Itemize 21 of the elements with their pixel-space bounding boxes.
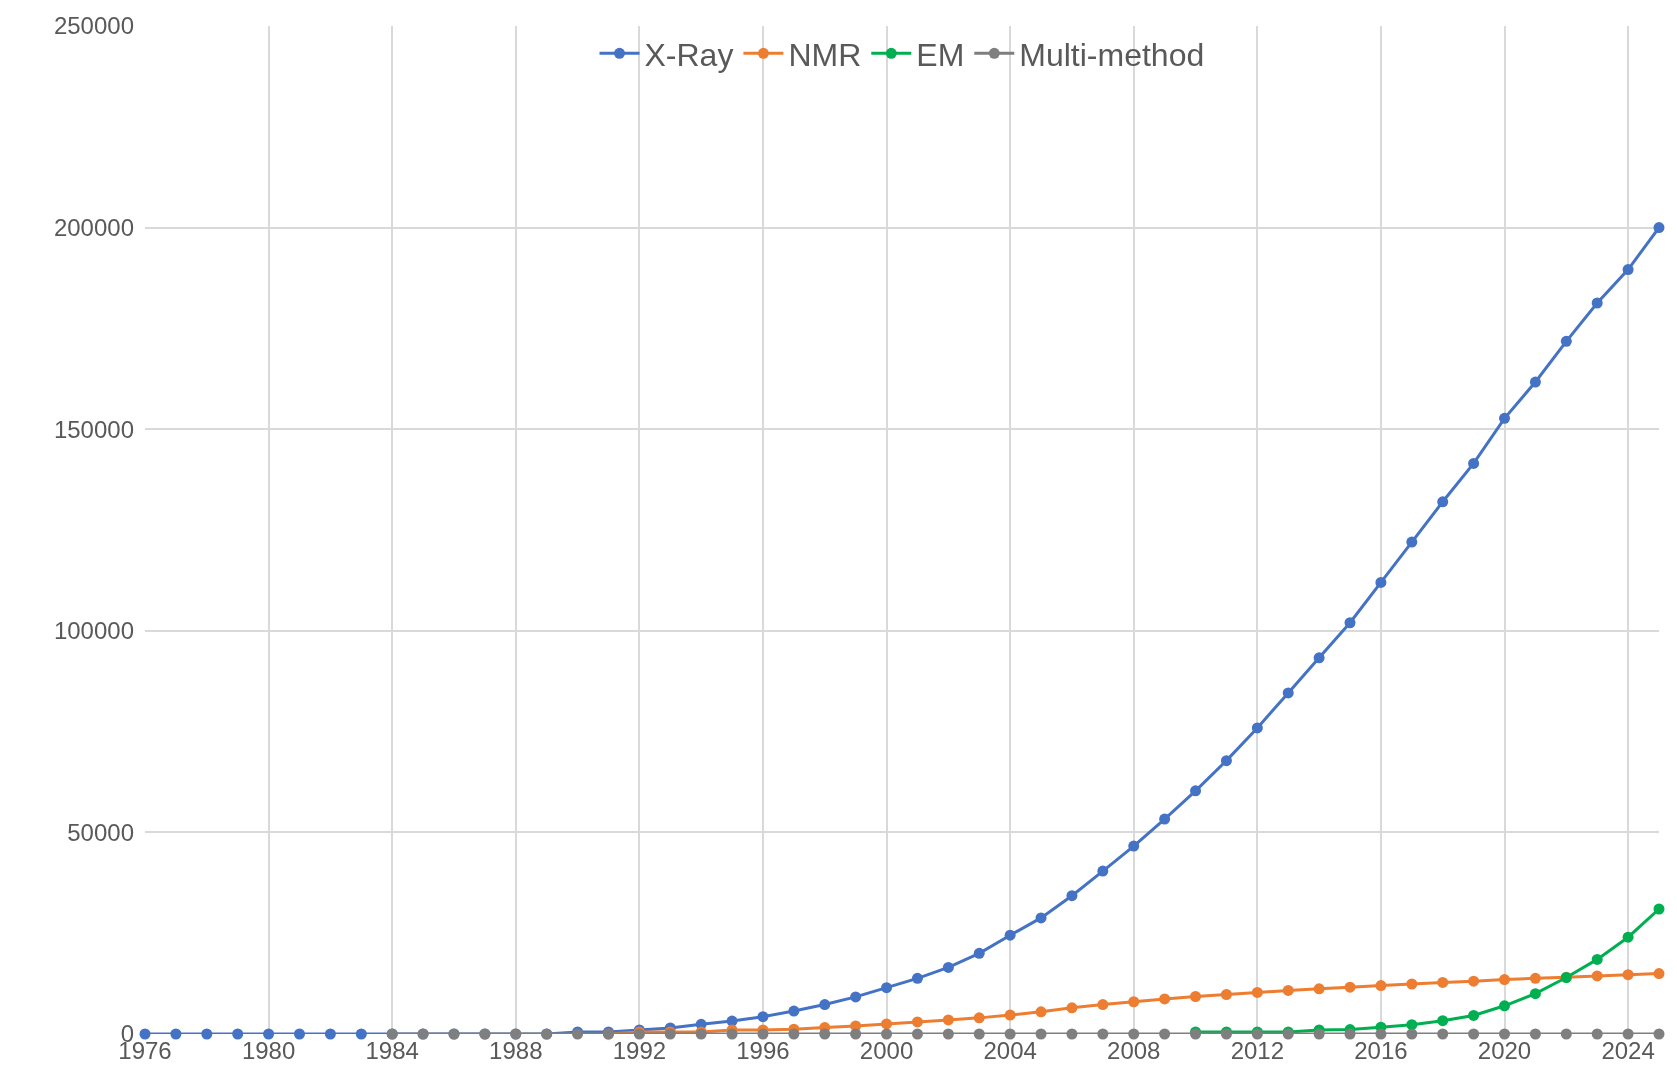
x-tick-label: 2024	[1601, 1037, 1655, 1064]
y-tick-label: 100000	[53, 617, 134, 645]
legend-label: Multi-method	[1019, 36, 1205, 73]
x-tick-label: 1980	[241, 1037, 296, 1064]
x-tick-label: 2000	[859, 1037, 914, 1064]
legend-label: EM	[916, 36, 965, 73]
x-tick-label: 2012	[1230, 1037, 1285, 1064]
x-tick-label: 1984	[365, 1037, 419, 1064]
y-tick-label: 200000	[53, 214, 134, 241]
x-tick-label: 1992	[612, 1037, 667, 1064]
x-tick-label: 1988	[489, 1037, 543, 1064]
legend-label: X-Ray	[644, 36, 734, 73]
y-tick-label: 150000	[53, 415, 134, 443]
y-tick-label: 50000	[67, 818, 134, 846]
legend-label: NMR	[788, 36, 862, 73]
x-tick-label: 2016	[1354, 1037, 1408, 1064]
x-tick-label: 1996	[736, 1037, 790, 1064]
x-tick-label: 2004	[983, 1037, 1037, 1064]
x-tick-label: 2008	[1107, 1037, 1161, 1064]
y-tick-label: 250000	[53, 12, 134, 40]
x-tick-label: 2020	[1477, 1037, 1532, 1064]
